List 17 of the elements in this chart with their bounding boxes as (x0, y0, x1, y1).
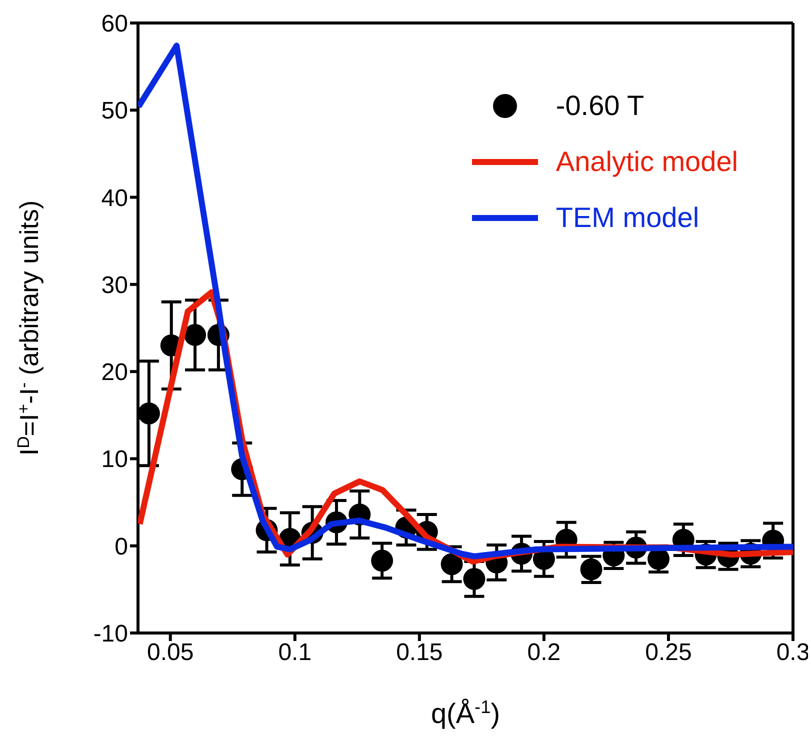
legend-label: Analytic model (556, 145, 738, 179)
x-axis-title: q(Å$^{-1}$) (430, 697, 500, 729)
x-tick-label: 0.2 (527, 639, 561, 666)
y-tick-label: 60 (101, 10, 128, 38)
x-tick-label: 0.1 (278, 639, 312, 666)
legend-label: TEM model (556, 201, 700, 235)
x-tick-label: 0.25 (645, 639, 692, 666)
x-tick-label: 0.05 (147, 639, 194, 666)
legend-label: -0.60 T (556, 89, 644, 123)
y-tick-label: 50 (101, 98, 128, 125)
y-tick-label: 30 (101, 272, 128, 299)
y-tick-label: -10 (93, 620, 128, 648)
x-tick-label: 0.15 (396, 639, 443, 666)
y-tick-label: 0 (114, 533, 128, 560)
y-tick-label: 40 (101, 184, 128, 212)
y-tick-label: 10 (101, 446, 128, 474)
y-tick-label: 20 (101, 359, 128, 386)
